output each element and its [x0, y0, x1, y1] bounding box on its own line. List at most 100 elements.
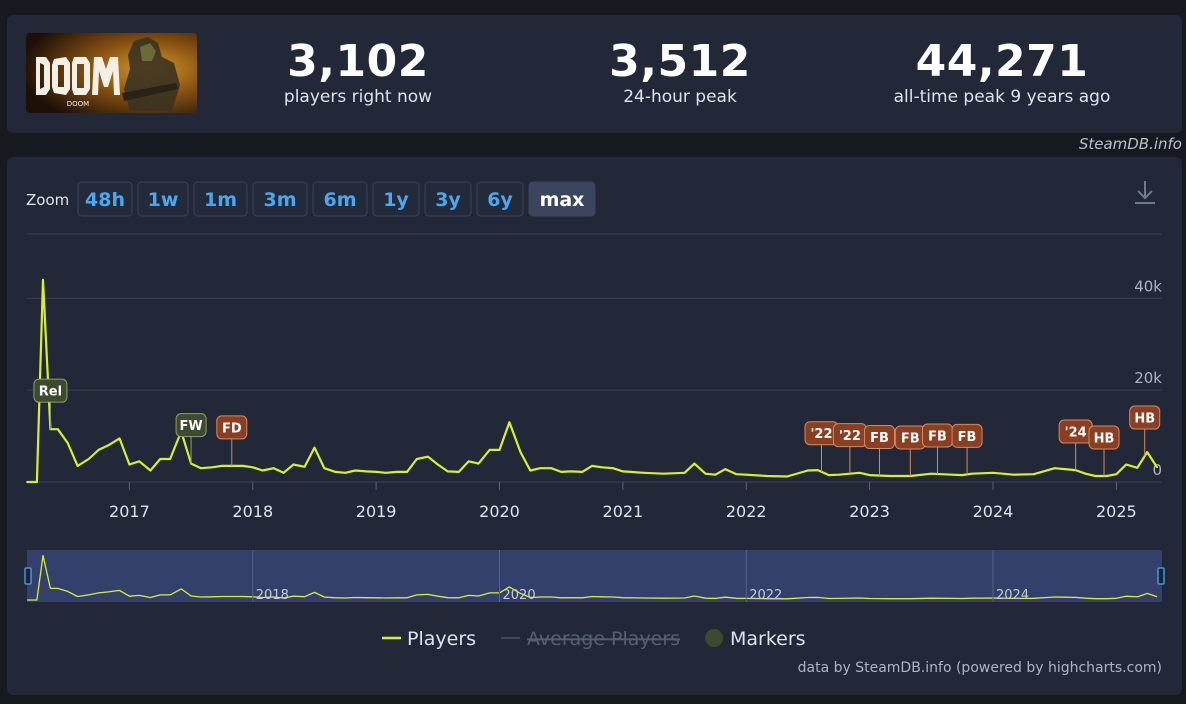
x-tick-label: 2018 — [232, 502, 273, 521]
event-markers: Rel FW FD '22 '22 FB FB FB FB '24 HB HB — [33, 378, 1161, 477]
marker-badge — [863, 425, 895, 450]
players-point — [735, 473, 738, 476]
steamdb-credit-link[interactable]: SteamDB.info — [1078, 135, 1182, 153]
zoom-button-label: 1w — [148, 189, 179, 211]
marker-1[interactable]: FW — [175, 413, 207, 464]
players-point — [76, 465, 79, 467]
players-point — [242, 465, 244, 467]
legend: Players Average Players Markers — [382, 628, 806, 650]
marker-2[interactable]: FD — [216, 415, 248, 466]
navigator-handle-right[interactable] — [1157, 567, 1165, 585]
grid — [27, 297, 1162, 483]
players-point — [406, 471, 408, 473]
x-axis: 2017 2018 2019 2020 2021 2022 2023 2024 2025 — [109, 482, 1137, 521]
players-point — [292, 463, 295, 466]
series-players — [26, 278, 1159, 484]
players-point — [344, 471, 347, 474]
zoom-button-3m[interactable]: 3m — [252, 181, 308, 217]
marker-badge — [1129, 405, 1161, 430]
x-tick-label: 2025 — [1096, 502, 1137, 521]
y-tick-label: 0 — [1152, 461, 1162, 479]
players-point — [1115, 473, 1118, 476]
zoom-button-label: 1y — [383, 189, 409, 211]
zoom-button-max[interactable]: max — [528, 181, 596, 217]
zoom-button-6y[interactable]: 6y — [476, 181, 524, 217]
players-point — [693, 462, 696, 465]
stat-value: 44,271 — [915, 36, 1089, 87]
game-logo[interactable]: DOOM — [26, 33, 197, 113]
players-point — [601, 466, 603, 469]
x-tick-label: 2020 — [479, 502, 520, 521]
zoom-button-3y[interactable]: 3y — [424, 181, 472, 217]
zoom-button-label: max — [540, 189, 585, 211]
players-line — [27, 278, 1159, 484]
players-point — [415, 458, 418, 460]
marker-9[interactable]: '24 — [1058, 419, 1093, 471]
marker-8[interactable]: FB — [951, 423, 983, 475]
players-point — [107, 444, 110, 447]
players-point — [1094, 475, 1097, 477]
players-point — [446, 470, 449, 473]
marker-4[interactable]: '22 — [832, 423, 867, 474]
y-axis: 0 20k 40k — [1134, 277, 1162, 479]
players-point — [581, 471, 584, 473]
navigator[interactable]: 2018 2020 2022 2024 — [24, 550, 1165, 603]
marker-6[interactable]: FB — [894, 425, 926, 477]
zoom-button-1y[interactable]: 1y — [372, 181, 420, 217]
players-point — [427, 455, 429, 458]
legend-swatch — [705, 629, 723, 647]
players-point — [519, 451, 522, 453]
highcharts-credit[interactable]: data by SteamDB.info (powered by highcha… — [798, 660, 1162, 676]
marker-5[interactable]: FB — [863, 425, 895, 476]
zoom-button-label: 1m — [204, 189, 237, 211]
navigator-tick-label: 2024 — [996, 588, 1029, 603]
players-point — [868, 474, 871, 476]
zoom-button-1m[interactable]: 1m — [193, 181, 248, 217]
stat-label: all-time peak 9 years ago — [893, 87, 1111, 107]
players-point — [704, 472, 707, 475]
marker-10[interactable]: HB — [1088, 425, 1120, 477]
y-tick-label: 20k — [1134, 369, 1162, 387]
stat-all-time-peak: 44,271 all-time peak 9 years ago — [877, 35, 1127, 107]
marker-label: HB — [1094, 432, 1115, 447]
zoom-button-6m[interactable]: 6m — [312, 181, 368, 217]
marker-label: FW — [179, 419, 202, 434]
download-icon[interactable] — [1131, 175, 1159, 207]
x-tick-label: 2017 — [109, 502, 150, 521]
zoom-button-48h[interactable]: 48h — [77, 181, 133, 217]
marker-badge — [951, 423, 983, 448]
players-point — [1105, 475, 1108, 477]
players-point — [26, 481, 28, 483]
zoom-button-1w[interactable]: 1w — [137, 181, 189, 217]
stat-24h-peak: 3,512 24-hour peak — [585, 35, 775, 107]
zoom-button-bg — [252, 181, 308, 217]
navigator-handle-left[interactable] — [24, 567, 32, 585]
players-point — [745, 473, 748, 476]
players-point — [436, 463, 439, 466]
players-point — [951, 473, 954, 476]
marker-11[interactable]: HB — [1129, 405, 1161, 457]
players-point — [1053, 467, 1056, 470]
players-point — [149, 469, 152, 472]
players-point — [889, 475, 892, 477]
players-point — [128, 463, 131, 466]
zoom-button-bg — [424, 181, 472, 217]
marker-label: Rel — [39, 385, 62, 400]
players-point — [837, 473, 840, 476]
players-point — [550, 467, 553, 470]
zoom-button-label: 48h — [85, 189, 125, 211]
players-point — [807, 469, 809, 472]
legend-item-markers[interactable]: Markers — [705, 628, 806, 650]
marker-label: FB — [958, 430, 977, 445]
players-point — [261, 469, 264, 472]
legend-item-average-players[interactable]: Average Players — [501, 628, 680, 650]
players-point — [159, 458, 162, 460]
chart-card: Zoom 48h 1w 1m 3m 6m 1y 3y 6y max 0 20k 40k 2017 201… — [7, 157, 1182, 695]
marker-0[interactable]: Rel — [33, 378, 68, 430]
legend-item-players[interactable]: Players — [382, 628, 476, 650]
players-point — [303, 465, 306, 468]
marker-7[interactable]: FB — [921, 423, 953, 475]
players-point — [714, 473, 717, 476]
zoom-controls: Zoom 48h 1w 1m 3m 6m 1y 3y 6y max — [26, 181, 596, 217]
players-point — [323, 467, 326, 470]
